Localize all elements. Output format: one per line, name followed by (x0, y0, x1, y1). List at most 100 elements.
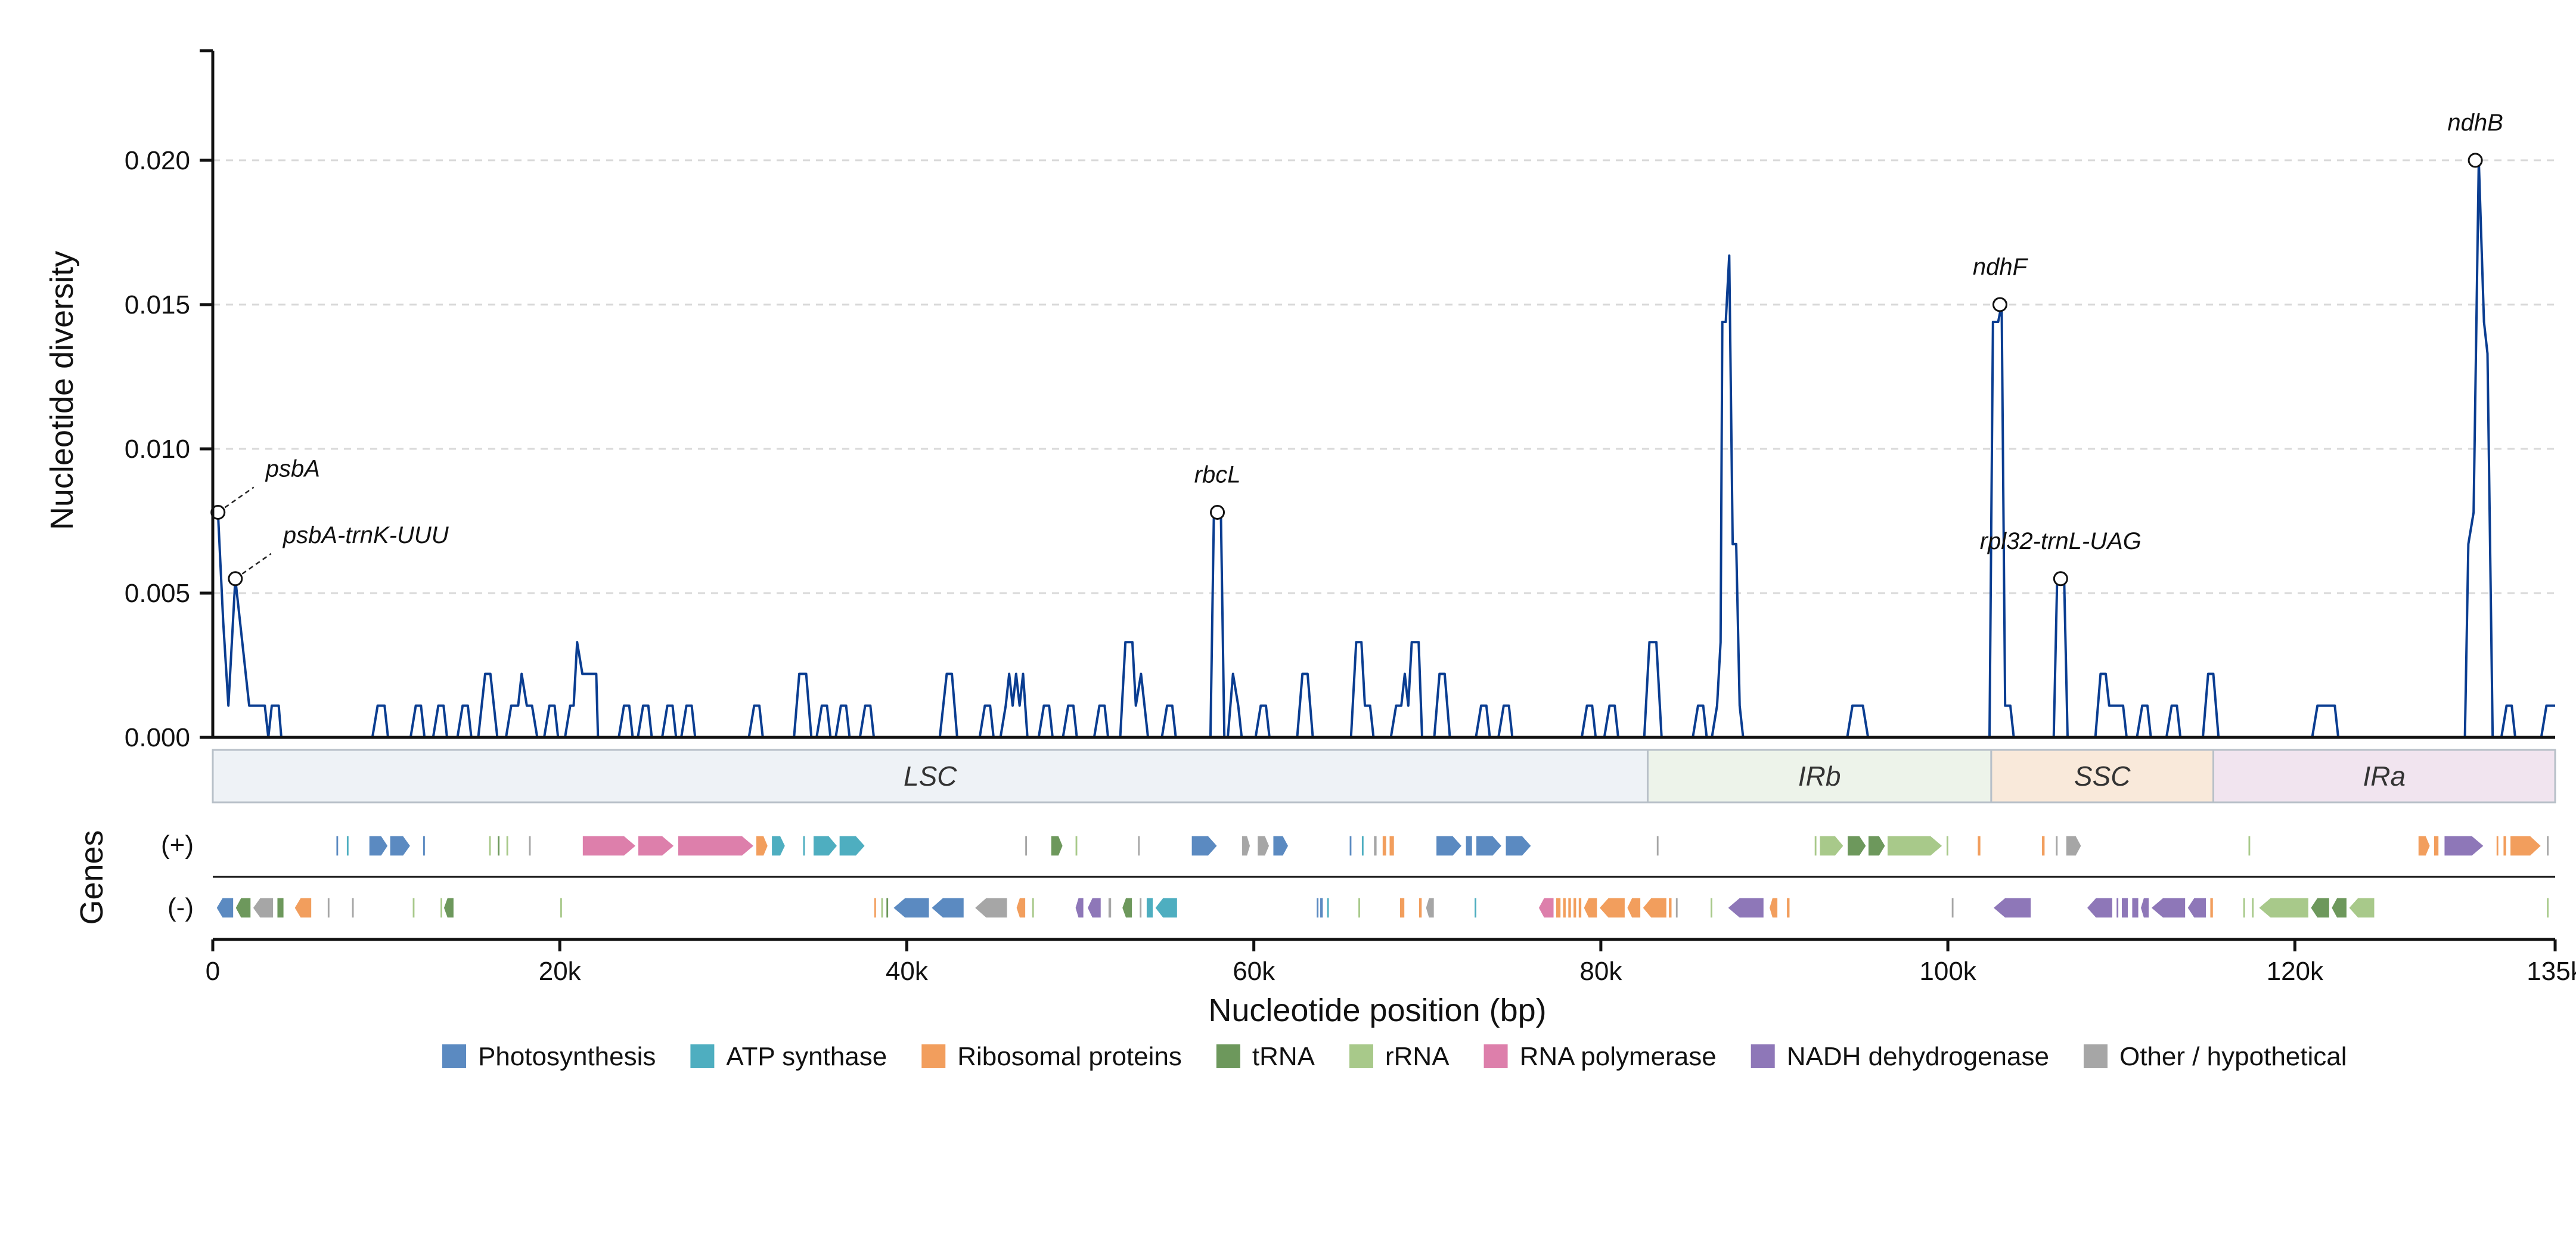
gene-minus-strand (1578, 897, 1582, 919)
gene-plus-strand (2417, 835, 2431, 857)
gene-plus-strand (1373, 835, 1378, 857)
y-tick-label: 0.000 (125, 723, 190, 752)
gene-minus-strand (1727, 897, 1765, 919)
gene-plus-strand (1191, 835, 1218, 857)
gene-minus-strand (1107, 897, 1112, 919)
gene-plus-strand (2433, 835, 2440, 857)
peak-marker (1210, 504, 1225, 520)
gene-minus-strand (1418, 897, 1423, 919)
gene-minus-strand (1315, 897, 1320, 919)
gene-plus-strand (505, 835, 510, 857)
x-tick-label: 80k (1579, 957, 1622, 986)
gene-minus-strand (2085, 897, 2113, 919)
legend-label: tRNA (1252, 1042, 1315, 1071)
gene-minus-strand (2115, 897, 2119, 919)
gene-minus-strand (873, 897, 877, 919)
x-tick-label: 135k (2527, 957, 2576, 986)
y-tick-label: 0.015 (125, 290, 190, 320)
gene-plus-strand (1075, 835, 1078, 857)
gene-plus-strand (1475, 835, 1503, 857)
gene-minus-strand (1319, 897, 1324, 919)
gene-minus-strand (1087, 897, 1102, 919)
gene-minus-strand (1357, 897, 1361, 919)
gene-plus-strand (1241, 835, 1251, 857)
legend-swatch (690, 1044, 715, 1068)
gene-minus-strand (880, 897, 884, 919)
peak-leader-line (235, 553, 272, 579)
gene-minus-strand (1016, 897, 1026, 919)
gene-plus-strand (2247, 835, 2251, 857)
gene-plus-strand (1050, 835, 1064, 857)
gene-plus-strand (1465, 835, 1473, 857)
gene-minus-strand (252, 897, 274, 919)
gene-minus-strand (1641, 897, 1668, 919)
gene-minus-strand (885, 897, 889, 919)
gene-plus-strand (1272, 835, 1289, 857)
peak-marker (2053, 571, 2068, 587)
region-label-ira: IRa (2363, 761, 2406, 792)
x-tick-label: 120k (2267, 957, 2324, 986)
gene-minus-strand (1399, 897, 1405, 919)
legend: Photosynthesis ATP synthase Ribosomal prot… (442, 1042, 2347, 1071)
gene-plus-strand (1382, 835, 1388, 857)
gene-plus-strand (839, 835, 866, 857)
gene-minus-strand (1598, 897, 1626, 919)
x-axis-label: Nucleotide position (bp) (1208, 993, 1546, 1028)
gene-plus-strand (1976, 835, 1982, 857)
gene-minus-strand (973, 897, 1008, 919)
gene-minus-strand (2131, 897, 2140, 919)
gene-minus-strand (412, 897, 415, 919)
gene-plus-strand (335, 835, 339, 857)
gene-plus-strand (1137, 835, 1141, 857)
gene-minus-strand (1154, 897, 1178, 919)
gene-plus-strand (812, 835, 838, 857)
gene-plus-strand (1361, 835, 1365, 857)
gene-minus-strand (2186, 897, 2207, 919)
gene-minus-strand (1768, 897, 1779, 919)
gene-minus-strand (2348, 897, 2375, 919)
gene-plus-strand (488, 835, 492, 857)
gene-plus-strand (2065, 835, 2082, 857)
peak-label: psbA (265, 455, 320, 482)
gene-minus-strand (1075, 897, 1085, 919)
legend-label: rRNA (1385, 1042, 1450, 1071)
y-tick-label: 0.005 (125, 579, 190, 608)
gene-minus-strand (1138, 897, 1143, 919)
genes-track-label: Genes (74, 830, 110, 925)
gene-minus-strand (1709, 897, 1714, 919)
gridlines (213, 159, 2555, 594)
gene-plus-strand (2041, 835, 2046, 857)
region-label-lsc: LSC (904, 761, 957, 792)
gene-plus-strand (1945, 835, 1950, 857)
legend-label: Ribosomal proteins (957, 1042, 1182, 1071)
region-label-ssc: SSC (2074, 761, 2131, 792)
peak-annotations: psbA psbA-trnK-UUU rbcL ndhF rpl32-trnL-UAG n… (210, 110, 2503, 587)
gene-minus-strand (1555, 897, 1562, 919)
gene-minus-strand (1582, 897, 1598, 919)
plus-strand-label: (+) (161, 830, 194, 860)
region-bar: LSC IRb SSC IRa (212, 749, 2556, 804)
y-tick-label: 0.020 (125, 146, 190, 175)
gene-minus-strand (2140, 897, 2150, 919)
gene-plus-strand (1818, 835, 1845, 857)
gene-plus-strand (368, 835, 389, 857)
legend-label: ATP synthase (726, 1042, 887, 1071)
gene-plus-strand (2054, 835, 2059, 857)
gene-plus-strand (1886, 835, 1944, 857)
gene-minus-strand (443, 897, 455, 919)
legend-swatch (1216, 1044, 1240, 1068)
gene-minus-strand (2251, 897, 2255, 919)
peak-marker (2468, 153, 2483, 168)
legend-label: RNA polymerase (1520, 1042, 1717, 1071)
peak-marker (228, 571, 243, 587)
gene-plus-strand (346, 835, 350, 857)
peak-marker (1992, 297, 2007, 312)
gene-minus-strand (2150, 897, 2186, 919)
x-tick-label: 60k (1233, 957, 1275, 986)
peak-leader-line (218, 486, 255, 513)
gene-plus-strand (1388, 835, 1395, 857)
gene-minus-strand (559, 897, 563, 919)
region-irb (1646, 749, 1992, 804)
gene-plus-strand (2496, 835, 2500, 857)
gene-plus-strand (1349, 835, 1352, 857)
